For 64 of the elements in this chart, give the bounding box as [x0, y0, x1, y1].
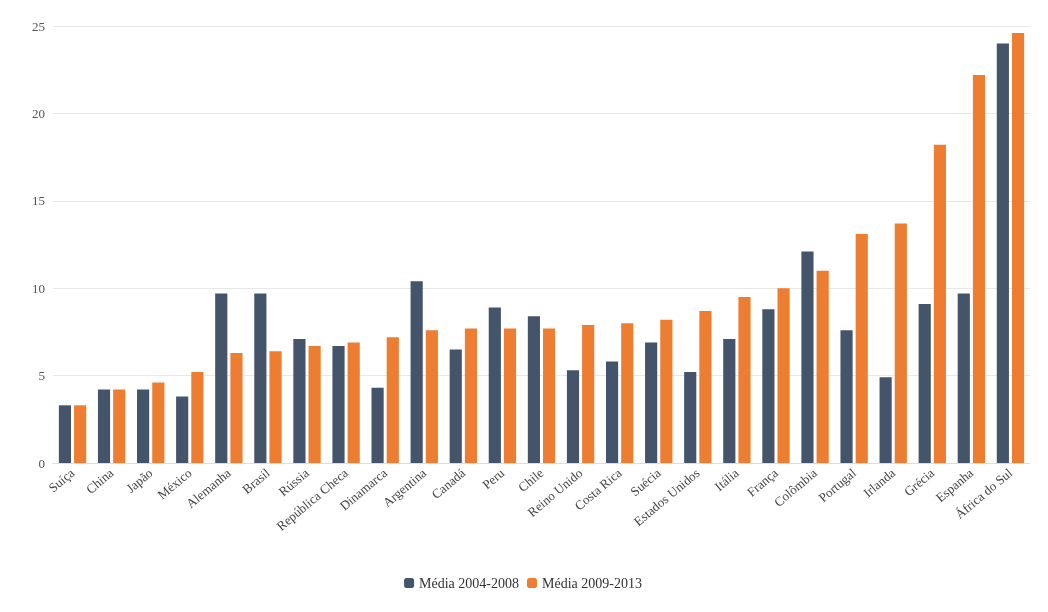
bar	[449, 349, 462, 463]
bar	[684, 372, 697, 463]
bar	[972, 74, 986, 463]
bar	[840, 330, 853, 463]
bar	[801, 251, 814, 463]
x-tick-label: Suíça	[45, 465, 78, 496]
y-tick-label: 20	[32, 105, 45, 121]
bar	[97, 389, 111, 463]
x-tick-label: Peru	[479, 464, 508, 493]
bar	[215, 293, 228, 463]
bar	[425, 330, 438, 463]
bar	[762, 309, 775, 463]
bar	[996, 43, 1009, 463]
bar	[918, 303, 931, 463]
bar	[645, 342, 658, 463]
bar	[464, 328, 478, 463]
bar	[176, 396, 189, 463]
bar	[777, 288, 790, 463]
bar	[660, 319, 673, 463]
y-tick-label: 10	[32, 280, 45, 296]
y-tick-label: 25	[32, 18, 45, 34]
bar	[503, 328, 517, 463]
bar	[293, 338, 306, 463]
bar	[371, 387, 384, 463]
bar	[816, 270, 829, 463]
bar	[582, 324, 595, 463]
bar	[152, 382, 165, 463]
bar	[738, 296, 751, 463]
bar	[605, 361, 619, 463]
bar	[74, 405, 87, 463]
bar	[543, 328, 556, 463]
bar	[269, 351, 282, 463]
x-tick-label: Chile	[515, 465, 547, 495]
bar	[699, 310, 712, 463]
x-tick-label: China	[83, 465, 117, 497]
y-tick-label: 5	[38, 368, 45, 384]
legend-label: Média 2009-2013	[542, 575, 642, 591]
bar	[410, 281, 423, 463]
bar	[566, 370, 580, 463]
x-tick-label: Itália	[711, 465, 742, 494]
bar	[113, 389, 126, 463]
bar	[386, 337, 399, 463]
bar	[488, 307, 501, 463]
bar	[621, 323, 634, 463]
bar	[527, 316, 540, 463]
bar	[1011, 32, 1025, 463]
bar	[933, 144, 946, 463]
bar	[58, 405, 72, 463]
y-tick-label: 15	[32, 193, 45, 209]
bar	[332, 345, 345, 463]
bar	[723, 338, 736, 463]
bar	[879, 377, 892, 463]
bar	[855, 234, 868, 463]
bar	[957, 293, 970, 463]
bar	[137, 389, 150, 463]
bar	[254, 293, 267, 463]
bar	[191, 372, 204, 463]
x-tick-label: Japão	[123, 465, 156, 496]
bar	[308, 345, 321, 463]
bar	[894, 223, 907, 463]
bar	[347, 342, 360, 463]
bar	[230, 352, 243, 463]
y-tick-label: 0	[38, 455, 45, 471]
legend-label: Média 2004-2008	[419, 575, 520, 591]
